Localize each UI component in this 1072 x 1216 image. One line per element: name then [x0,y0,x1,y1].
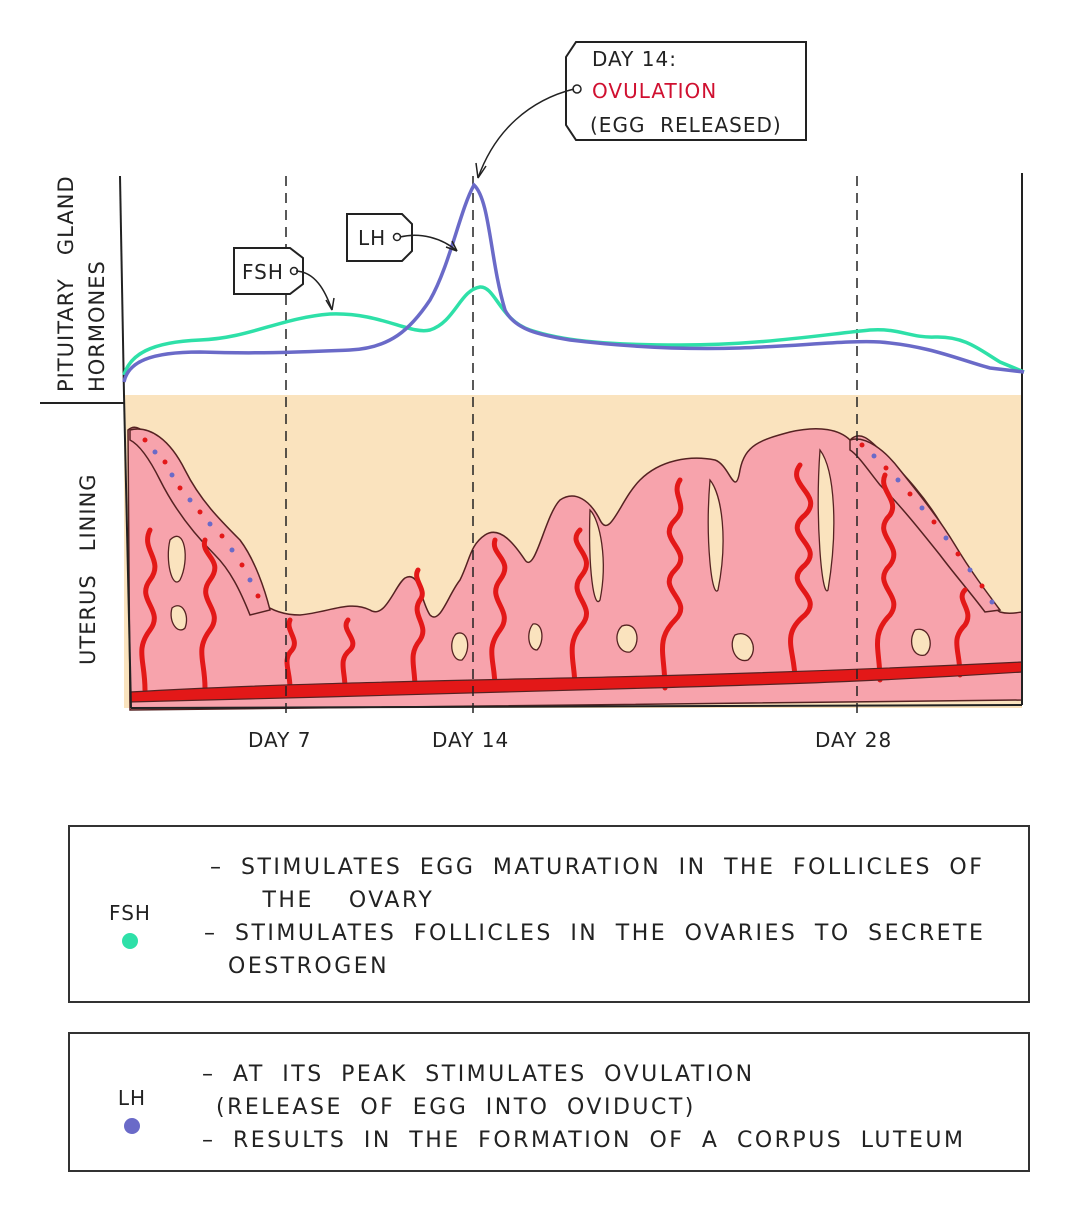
fsh-tag: FSH [233,247,335,311]
ovulation-callout: DAY 14: OVULATION (EGG RELEASED) [475,41,807,179]
ovulation-title: DAY 14: [592,47,677,71]
lh-curve [122,182,1025,383]
ovulation-event: OVULATION [592,79,717,103]
lh-legend-line: – RESULTS IN THE FORMATION OF A CORPUS L… [202,1128,966,1153]
lining-glands [167,448,931,662]
lh-legend-text: – AT ITS PEAK STIMULATES OVULATION (RELE… [202,1058,965,1157]
lh-tag-label: LH [358,226,386,250]
axes [40,173,1023,709]
fsh-legend-label: FSH [109,901,151,925]
fsh-legend-line: THE OVARY [210,888,435,913]
fsh-legend-box: FSH – STIMULATES EGG MATURATION IN THE F… [68,825,1030,1003]
day-7-label: DAY 7 [248,728,311,752]
lh-legend-box: LH – AT ITS PEAK STIMULATES OVULATION (R… [68,1032,1030,1172]
day-28-label: DAY 28 [815,728,892,752]
day-14-label: DAY 14 [432,728,509,752]
lh-legend-line: – AT ITS PEAK STIMULATES OVULATION [202,1062,755,1087]
fsh-color-dot [122,933,138,949]
fsh-legend-line: – STIMULATES EGG MATURATION IN THE FOLLI… [210,855,985,880]
shedding-strip-left [129,428,271,616]
fsh-curve [122,285,1025,376]
lh-legend-line: (RELEASE OF EGG INTO OVIDUCT) [216,1095,696,1120]
upper-axis-label-line1: PITUITARY GLAND [54,175,78,392]
shedding-dots [142,437,995,605]
lh-legend-key: LH [92,1086,172,1134]
fsh-legend-line: OESTROGEN [228,954,390,979]
upper-axis-label-line2: HORMONES [85,260,109,392]
ovulation-note: (EGG RELEASED) [590,113,782,137]
fsh-legend-key: FSH [90,901,170,949]
lh-tag: LH [346,213,458,262]
spiral-arteries [139,462,971,693]
shedding-strip-right [849,438,1002,613]
fsh-legend-line: – STIMULATES FOLLICLES IN THE OVARIES TO… [204,921,986,946]
lh-color-dot [124,1118,140,1134]
fsh-legend-text: – STIMULATES EGG MATURATION IN THE FOLLI… [204,851,985,983]
fsh-tag-label: FSH [242,260,284,284]
menstrual-cycle-diagram: PITUITARY GLAND HORMONES UTERUS LINING D… [40,41,1025,752]
lower-axis-label: UTERUS LINING [76,473,100,665]
lh-legend-label: LH [117,1086,147,1110]
